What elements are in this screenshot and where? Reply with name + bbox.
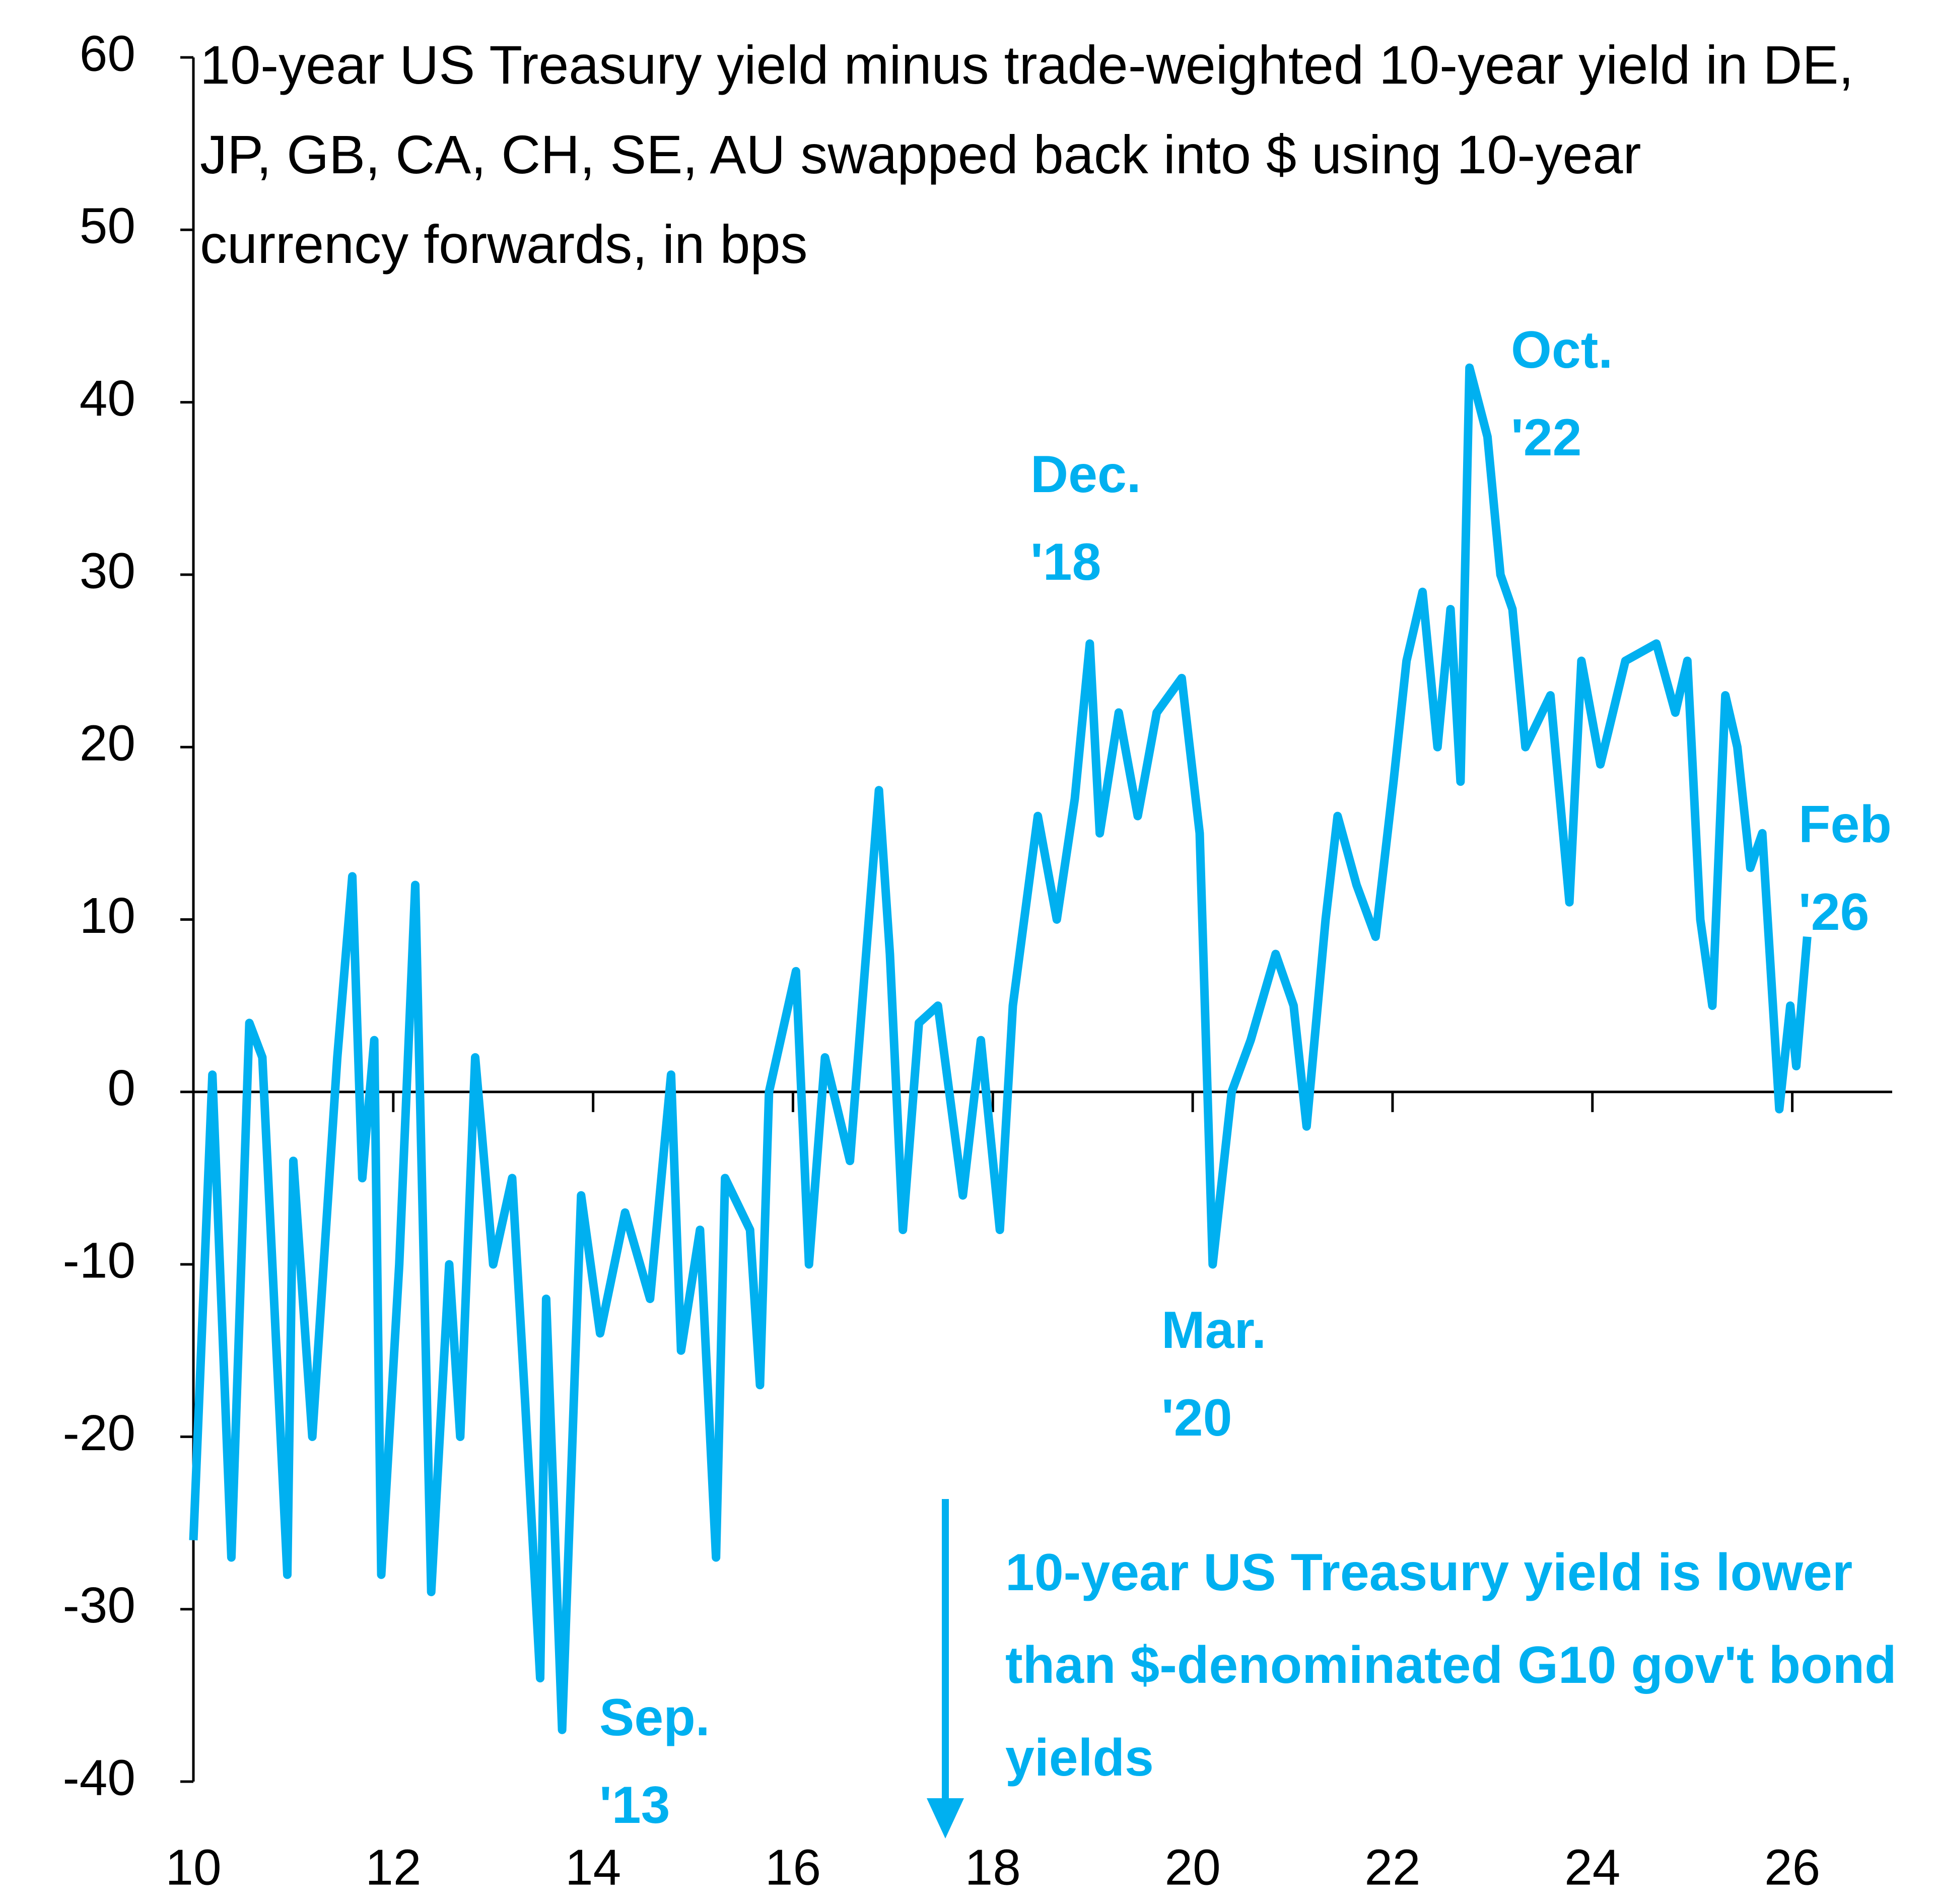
y-tick-label: 20 (80, 715, 135, 772)
chart-title: 10-year US Treasury yield minus trade-we… (200, 34, 1854, 275)
y-tick-label: -40 (62, 1749, 135, 1806)
y-tick-label: -20 (62, 1405, 135, 1461)
y-tick-label: 40 (80, 370, 135, 427)
y-tick-label: 10 (80, 888, 135, 944)
data-line (189, 363, 1812, 1734)
annotation: Feb '26 (1799, 795, 1892, 941)
arrow-head (927, 1798, 964, 1839)
annotation: Dec. '18 (1030, 445, 1141, 591)
x-tick-label: 26 (1764, 1839, 1820, 1895)
y-tick-label: 50 (80, 198, 135, 254)
annotation: Mar. '20 (1161, 1301, 1267, 1447)
x-tick-label: 24 (1564, 1839, 1620, 1895)
y-tick-label: -10 (62, 1233, 135, 1289)
y-tick-label: 30 (80, 542, 135, 599)
y-tick-label: -30 (62, 1577, 135, 1634)
x-tick-label: 10 (165, 1839, 221, 1895)
annotation: Oct. '22 (1511, 321, 1613, 467)
x-tick-label: 16 (765, 1839, 821, 1895)
y-tick-label: 0 (107, 1060, 135, 1116)
annotation-note: 10-year US Treasury yield is lower than … (1005, 1543, 1897, 1787)
y-tick-label: 60 (80, 25, 135, 82)
annotation: Sep. '13 (599, 1688, 710, 1834)
x-tick-label: 20 (1165, 1839, 1221, 1895)
x-tick-label: 22 (1364, 1839, 1420, 1895)
x-tick-label: 18 (965, 1839, 1021, 1895)
x-tick-label: 12 (365, 1839, 421, 1895)
x-tick-label: 14 (565, 1839, 621, 1895)
